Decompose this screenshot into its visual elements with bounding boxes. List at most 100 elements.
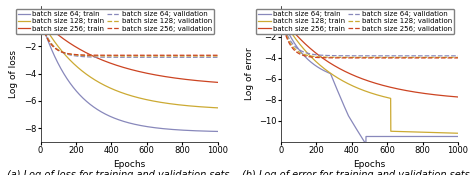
batch size 128; validation (455, 56, 461, 58)
Text: (a) Log of loss for training and validation sets: (a) Log of loss for training and validat… (7, 170, 230, 175)
batch size 256; train (359, 78, 365, 80)
batch size 256; train (38, 11, 44, 13)
batch size 256; train (215, 81, 220, 83)
Legend: batch size 64; train, batch size 128; train, batch size 256; train, batch size 6: batch size 64; train, batch size 128; tr… (16, 9, 214, 34)
batch size 256; train (287, 27, 293, 29)
batch size 64; validation (418, 55, 423, 57)
batch size 64; train (47, 44, 53, 46)
batch size 64; validation (364, 55, 370, 57)
batch size 128; train (450, 132, 456, 134)
batch size 64; train (418, 135, 423, 138)
batch size 128; train (278, 10, 284, 12)
batch size 64; validation (124, 56, 129, 58)
batch size 256; train (210, 81, 215, 83)
batch size 64; validation (359, 55, 365, 57)
batch size 64; train (177, 129, 183, 131)
batch size 64; train (359, 137, 365, 139)
batch size 64; validation (47, 40, 53, 42)
batch size 64; train (364, 135, 370, 138)
batch size 256; train (450, 96, 456, 98)
batch size 128; train (119, 92, 125, 94)
batch size 256; validation (287, 43, 293, 46)
Line: batch size 128; validation: batch size 128; validation (41, 19, 218, 56)
batch size 128; train (215, 107, 220, 109)
batch size 128; validation (210, 55, 215, 57)
batch size 256; validation (47, 41, 53, 43)
Line: batch size 64; train: batch size 64; train (281, 11, 458, 144)
batch size 64; train (455, 135, 461, 138)
batch size 64; validation (210, 56, 215, 58)
batch size 64; train (119, 120, 125, 122)
X-axis label: Epochs: Epochs (353, 160, 385, 169)
batch size 128; validation (359, 56, 365, 58)
batch size 128; validation (47, 40, 53, 43)
batch size 64; train (38, 11, 44, 13)
Line: batch size 128; train: batch size 128; train (41, 12, 218, 108)
batch size 256; train (455, 96, 461, 98)
Line: batch size 256; train: batch size 256; train (41, 12, 218, 82)
batch size 128; validation (215, 55, 220, 57)
Line: batch size 128; train: batch size 128; train (281, 11, 458, 133)
batch size 256; validation (450, 57, 456, 59)
batch size 128; train (359, 89, 365, 91)
batch size 64; train (363, 143, 369, 145)
batch size 256; validation (38, 18, 44, 20)
batch size 64; validation (287, 39, 293, 41)
Line: batch size 256; train: batch size 256; train (281, 11, 458, 97)
batch size 128; train (287, 30, 293, 32)
batch size 128; train (210, 107, 215, 109)
batch size 64; validation (278, 15, 284, 17)
X-axis label: Epochs: Epochs (113, 160, 145, 169)
batch size 128; validation (418, 56, 423, 58)
batch size 256; train (418, 92, 423, 94)
batch size 128; train (124, 93, 129, 95)
batch size 128; validation (177, 55, 183, 57)
batch size 64; validation (177, 56, 183, 58)
batch size 128; validation (450, 56, 456, 58)
batch size 128; train (38, 11, 44, 13)
Y-axis label: Log of loss: Log of loss (9, 50, 18, 98)
batch size 128; validation (210, 55, 215, 57)
batch size 64; validation (210, 56, 215, 58)
batch size 128; validation (287, 41, 293, 44)
batch size 256; validation (210, 54, 215, 56)
batch size 128; validation (450, 56, 456, 58)
batch size 64; validation (450, 55, 456, 57)
batch size 128; train (177, 104, 183, 106)
batch size 256; validation (215, 54, 220, 56)
batch size 256; train (450, 96, 456, 98)
batch size 256; validation (210, 54, 215, 56)
batch size 256; train (364, 79, 370, 82)
batch size 128; validation (119, 55, 125, 57)
batch size 64; validation (119, 56, 125, 58)
batch size 64; validation (38, 18, 44, 20)
batch size 256; validation (418, 57, 423, 59)
Line: batch size 64; train: batch size 64; train (41, 12, 218, 131)
batch size 256; train (124, 67, 129, 69)
batch size 128; train (418, 131, 423, 133)
batch size 128; validation (278, 15, 284, 17)
batch size 256; validation (450, 57, 456, 59)
batch size 64; train (278, 10, 284, 12)
batch size 256; validation (359, 57, 365, 59)
batch size 128; train (47, 33, 53, 35)
batch size 256; train (47, 27, 53, 29)
batch size 256; validation (278, 15, 284, 17)
Line: batch size 64; validation: batch size 64; validation (41, 19, 218, 57)
Line: batch size 64; validation: batch size 64; validation (281, 16, 458, 56)
batch size 256; validation (455, 57, 461, 59)
batch size 256; validation (119, 54, 125, 56)
batch size 256; validation (364, 57, 370, 59)
batch size 128; validation (38, 18, 44, 20)
Line: batch size 256; validation: batch size 256; validation (41, 19, 218, 55)
Text: (b) Log of error for training and validation sets: (b) Log of error for training and valida… (242, 170, 469, 175)
batch size 64; train (124, 121, 129, 123)
batch size 128; train (210, 107, 215, 109)
batch size 64; train (287, 35, 293, 37)
batch size 128; train (450, 132, 456, 134)
batch size 256; train (278, 10, 284, 12)
batch size 64; train (210, 130, 215, 132)
batch size 256; validation (124, 54, 129, 56)
batch size 64; train (450, 135, 456, 138)
batch size 128; validation (364, 56, 370, 58)
